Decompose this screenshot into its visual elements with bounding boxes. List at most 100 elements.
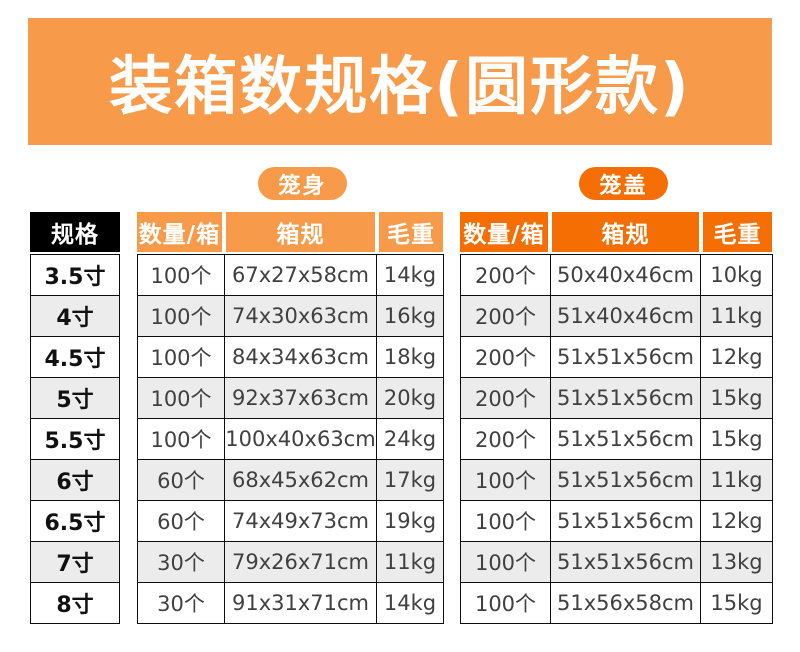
table-row: 100个 100x40x63cm 24kg: [137, 418, 444, 460]
weight-cell: 11kg: [700, 459, 773, 501]
weight-cell: 19kg: [376, 500, 444, 542]
weight-cell: 14kg: [376, 254, 444, 296]
table-row: 100个 74x30x63cm 16kg: [137, 295, 444, 337]
spec-size-cell: 6寸: [30, 459, 120, 501]
qty-cell: 30个: [137, 582, 225, 624]
box-spec-cell: 51x40x46cm: [550, 295, 701, 337]
qty-per-box-header: 数量/箱: [460, 212, 548, 252]
cage-cover-table-header: 数量/箱 箱规 毛重: [460, 212, 772, 252]
spec-column-header: 规格: [30, 212, 120, 252]
weight-cell: 14kg: [376, 582, 444, 624]
spec-size-cell: 5.5寸: [30, 418, 120, 460]
qty-cell: 60个: [137, 459, 225, 501]
box-spec-cell: 68x45x62cm: [224, 459, 377, 501]
qty-cell: 60个: [137, 500, 225, 542]
box-spec-cell: 51x51x56cm: [550, 418, 701, 460]
cage-body-table-body: 100个 67x27x58cm 14kg 100个 74x30x63cm 16k…: [137, 254, 444, 624]
qty-cell: 200个: [460, 295, 551, 337]
spec-row: 6寸: [30, 459, 120, 501]
spec-row: 5寸: [30, 377, 120, 419]
weight-cell: 13kg: [700, 541, 773, 583]
table-row: 100个 51x56x58cm 15kg: [460, 582, 773, 624]
table-row: 100个 51x51x56cm 12kg: [460, 500, 773, 542]
spec-size-table: 3.5寸 4寸 4.5寸 5寸 5.5寸 6寸 6.5寸 7寸 8寸: [30, 254, 120, 624]
table-row: 100个 51x51x56cm 13kg: [460, 541, 773, 583]
table-row: 30个 91x31x71cm 14kg: [137, 582, 444, 624]
box-spec-cell: 67x27x58cm: [224, 254, 377, 296]
table-row: 60个 68x45x62cm 17kg: [137, 459, 444, 501]
box-spec-cell: 51x56x58cm: [550, 582, 701, 624]
box-spec-cell: 51x51x56cm: [550, 377, 701, 419]
qty-cell: 100个: [137, 254, 225, 296]
box-spec-cell: 74x30x63cm: [224, 295, 377, 337]
spec-column: 规格 3.5寸 4寸 4.5寸 5寸 5.5寸 6寸 6.5寸 7寸 8寸: [30, 212, 120, 624]
cage-body-badge: 笼身: [258, 167, 347, 200]
table-row: 30个 79x26x71cm 11kg: [137, 541, 444, 583]
table-row: 200个 51x51x56cm 15kg: [460, 418, 773, 460]
spec-row: 3.5寸: [30, 254, 120, 296]
weight-cell: 12kg: [700, 500, 773, 542]
weight-cell: 24kg: [376, 418, 444, 460]
spec-size-cell: 4寸: [30, 295, 120, 337]
spec-size-cell: 6.5寸: [30, 500, 120, 542]
table-row: 200个 50x40x46cm 10kg: [460, 254, 773, 296]
gross-weight-header: 毛重: [379, 212, 443, 252]
weight-cell: 18kg: [376, 336, 444, 378]
qty-cell: 200个: [460, 254, 551, 296]
qty-cell: 30个: [137, 541, 225, 583]
qty-cell: 100个: [137, 418, 225, 460]
table-row: 100个 51x51x56cm 11kg: [460, 459, 773, 501]
spec-size-cell: 7寸: [30, 541, 120, 583]
table-row: 60个 74x49x73cm 19kg: [137, 500, 444, 542]
box-spec-cell: 51x51x56cm: [550, 541, 701, 583]
qty-cell: 100个: [460, 582, 551, 624]
table-row: 100个 92x37x63cm 20kg: [137, 377, 444, 419]
table-row: 100个 84x34x63cm 18kg: [137, 336, 444, 378]
box-spec-header: 箱规: [552, 212, 699, 252]
gross-weight-header: 毛重: [703, 212, 772, 252]
box-spec-cell: 51x51x56cm: [550, 500, 701, 542]
weight-cell: 16kg: [376, 295, 444, 337]
box-spec-header: 箱规: [226, 212, 375, 252]
cage-body-table-header: 数量/箱 箱规 毛重: [137, 212, 443, 252]
spec-size-cell: 3.5寸: [30, 254, 120, 296]
table-row: 200个 51x51x56cm 12kg: [460, 336, 773, 378]
cage-cover-table: 数量/箱 箱规 毛重 200个 50x40x46cm 10kg 200个 51x…: [460, 212, 773, 624]
spec-size-cell: 5寸: [30, 377, 120, 419]
weight-cell: 15kg: [700, 582, 773, 624]
qty-cell: 100个: [137, 377, 225, 419]
qty-cell: 200个: [460, 336, 551, 378]
box-spec-cell: 51x51x56cm: [550, 336, 701, 378]
box-spec-cell: 92x37x63cm: [224, 377, 377, 419]
cage-cover-table-body: 200个 50x40x46cm 10kg 200个 51x40x46cm 11k…: [460, 254, 773, 624]
spec-size-cell: 8寸: [30, 582, 120, 624]
qty-cell: 100个: [460, 500, 551, 542]
table-row: 200个 51x40x46cm 11kg: [460, 295, 773, 337]
spec-row: 6.5寸: [30, 500, 120, 542]
table-row: 200个 51x51x56cm 15kg: [460, 377, 773, 419]
box-spec-cell: 91x31x71cm: [224, 582, 377, 624]
weight-cell: 15kg: [700, 377, 773, 419]
box-spec-cell: 100x40x63cm: [224, 418, 377, 460]
qty-cell: 200个: [460, 377, 551, 419]
qty-per-box-header: 数量/箱: [137, 212, 222, 252]
spec-size-cell: 4.5寸: [30, 336, 120, 378]
cage-body-table: 数量/箱 箱规 毛重 100个 67x27x58cm 14kg 100个 74x…: [137, 212, 444, 624]
weight-cell: 17kg: [376, 459, 444, 501]
page-title: 装箱数规格(圆形款): [109, 50, 691, 123]
spec-row: 4寸: [30, 295, 120, 337]
weight-cell: 10kg: [700, 254, 773, 296]
qty-cell: 100个: [137, 336, 225, 378]
weight-cell: 15kg: [700, 418, 773, 460]
cage-cover-badge: 笼盖: [579, 167, 668, 200]
box-spec-cell: 74x49x73cm: [224, 500, 377, 542]
weight-cell: 20kg: [376, 377, 444, 419]
title-banner: 装箱数规格(圆形款): [28, 18, 772, 145]
qty-cell: 100个: [137, 295, 225, 337]
weight-cell: 11kg: [376, 541, 444, 583]
weight-cell: 11kg: [700, 295, 773, 337]
box-spec-cell: 50x40x46cm: [550, 254, 701, 296]
spec-row: 4.5寸: [30, 336, 120, 378]
box-spec-cell: 79x26x71cm: [224, 541, 377, 583]
